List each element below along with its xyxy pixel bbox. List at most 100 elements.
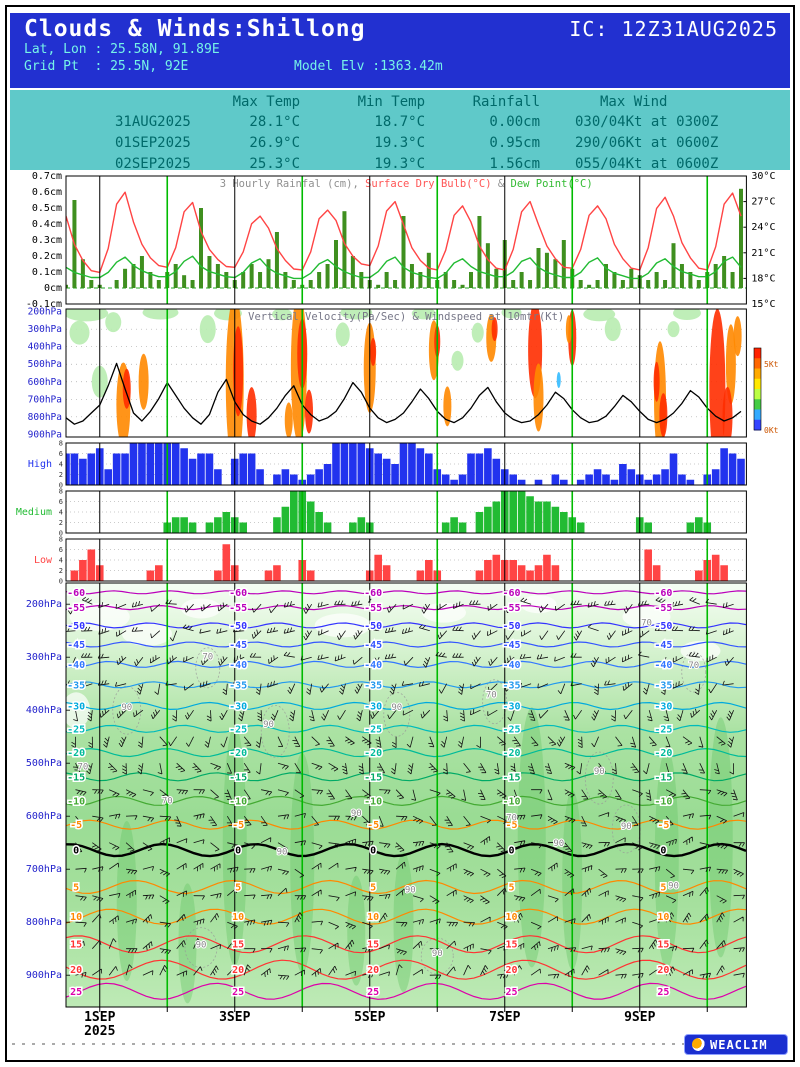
col-max-wind: Max Wind bbox=[600, 94, 668, 110]
svg-text:5: 5 bbox=[660, 883, 666, 894]
svg-text:18°C: 18°C bbox=[751, 273, 775, 284]
svg-text:70: 70 bbox=[688, 661, 699, 671]
svg-text:5: 5 bbox=[235, 883, 241, 894]
svg-text:300hPa: 300hPa bbox=[28, 324, 62, 335]
svg-text:-50: -50 bbox=[654, 621, 672, 632]
svg-text:15: 15 bbox=[657, 940, 669, 951]
svg-text:-25: -25 bbox=[67, 724, 85, 735]
svg-text:2025: 2025 bbox=[84, 1024, 115, 1039]
cell-max: 25.3°C bbox=[249, 156, 300, 172]
svg-text:-10: -10 bbox=[654, 796, 672, 807]
svg-text:10: 10 bbox=[70, 912, 82, 923]
svg-text:20: 20 bbox=[232, 965, 244, 976]
svg-text:90: 90 bbox=[121, 703, 132, 713]
svg-text:2: 2 bbox=[59, 471, 63, 479]
svg-text:90: 90 bbox=[621, 822, 632, 832]
svg-text:90: 90 bbox=[432, 949, 443, 959]
svg-text:-15: -15 bbox=[229, 772, 247, 783]
svg-text:-40: -40 bbox=[364, 660, 382, 671]
svg-text:-40: -40 bbox=[502, 660, 520, 671]
svg-text:15: 15 bbox=[505, 940, 517, 951]
svg-text:3SEP: 3SEP bbox=[219, 1010, 250, 1025]
initial-condition-label: IC: 12Z31AUG2025 bbox=[569, 17, 778, 41]
svg-text:-15: -15 bbox=[67, 772, 85, 783]
cell-min: 19.3°C bbox=[374, 156, 425, 172]
svg-text:200hPa: 200hPa bbox=[28, 307, 62, 318]
cell-max: 28.1°C bbox=[249, 114, 300, 130]
svg-text:90: 90 bbox=[668, 881, 679, 891]
cell-date: 01SEP2025 bbox=[115, 135, 191, 151]
svg-text:-50: -50 bbox=[502, 621, 520, 632]
svg-text:90: 90 bbox=[277, 847, 288, 857]
svg-text:-25: -25 bbox=[502, 724, 520, 735]
svg-text:10: 10 bbox=[367, 912, 379, 923]
forecast-summary-table: Max Temp Min Temp Rainfall Max Wind 31AU… bbox=[10, 90, 790, 172]
svg-text:27°C: 27°C bbox=[751, 197, 775, 208]
cell-rain: 0.00cm bbox=[489, 114, 540, 130]
weaclim-globe-icon bbox=[692, 1038, 705, 1051]
svg-text:90: 90 bbox=[263, 720, 274, 730]
svg-text:-45: -45 bbox=[229, 640, 247, 651]
gridpoint-label: Grid Pt : 25.5N, 92E bbox=[24, 58, 189, 74]
svg-text:-55: -55 bbox=[364, 603, 382, 614]
svg-text:-55: -55 bbox=[67, 603, 85, 614]
svg-text:6: 6 bbox=[59, 546, 63, 554]
weaclim-logo-text: WEACLIM bbox=[710, 1037, 768, 1052]
table-row: 31AUG2025 28.1°C 18.7°C 0.00cm 030/04Kt … bbox=[10, 112, 790, 133]
table-row: 02SEP2025 25.3°C 19.3°C 1.56cm 055/04Kt … bbox=[10, 154, 790, 175]
svg-text:-35: -35 bbox=[67, 680, 85, 691]
svg-text:0.6cm: 0.6cm bbox=[32, 187, 62, 198]
svg-text:-0.1cm: -0.1cm bbox=[26, 299, 62, 310]
svg-text:20: 20 bbox=[657, 965, 669, 976]
table-row: 01SEP2025 26.9°C 19.3°C 0.95cm 290/06Kt … bbox=[10, 133, 790, 154]
svg-text:200hPa: 200hPa bbox=[26, 599, 62, 610]
svg-text:9SEP: 9SEP bbox=[624, 1010, 655, 1025]
svg-text:-35: -35 bbox=[229, 680, 247, 691]
svg-text:10: 10 bbox=[505, 912, 517, 923]
svg-text:0.5cm: 0.5cm bbox=[32, 203, 62, 214]
svg-text:-45: -45 bbox=[67, 640, 85, 651]
svg-text:High: High bbox=[28, 459, 52, 470]
svg-text:2: 2 bbox=[59, 567, 63, 575]
svg-text:-45: -45 bbox=[502, 640, 520, 651]
col-min-temp: Min Temp bbox=[357, 94, 425, 110]
svg-text:6: 6 bbox=[59, 498, 63, 506]
page-title: Clouds & Winds:Shillong bbox=[24, 16, 366, 42]
svg-text:-15: -15 bbox=[364, 772, 382, 783]
svg-text:0cm: 0cm bbox=[44, 283, 62, 294]
svg-text:-25: -25 bbox=[654, 724, 672, 735]
svg-text:-40: -40 bbox=[654, 660, 672, 671]
svg-text:-35: -35 bbox=[654, 680, 672, 691]
svg-text:4: 4 bbox=[59, 557, 63, 565]
cell-rain: 0.95cm bbox=[489, 135, 540, 151]
weaclim-logo: WEACLIM bbox=[684, 1034, 788, 1055]
svg-text:90: 90 bbox=[196, 941, 207, 951]
svg-text:25: 25 bbox=[367, 987, 379, 998]
svg-text:-30: -30 bbox=[67, 701, 85, 712]
svg-text:900hPa: 900hPa bbox=[26, 970, 62, 981]
svg-text:8: 8 bbox=[59, 488, 63, 496]
svg-text:0.4cm: 0.4cm bbox=[32, 219, 62, 230]
svg-text:-30: -30 bbox=[654, 701, 672, 712]
svg-text:25: 25 bbox=[70, 987, 82, 998]
svg-text:800hPa: 800hPa bbox=[26, 917, 62, 928]
svg-text:0: 0 bbox=[235, 846, 241, 857]
svg-text:-5: -5 bbox=[232, 820, 244, 831]
svg-text:20: 20 bbox=[70, 965, 82, 976]
svg-text:0Kt: 0Kt bbox=[764, 426, 779, 435]
cell-max: 26.9°C bbox=[249, 135, 300, 151]
meteogram-chart: 0.7cm 0.6cm 0.5cm 0.4cm 0.3cm 0.2cm 0.1cm 0cm -0… bbox=[12, 171, 788, 1045]
svg-text:90: 90 bbox=[553, 839, 564, 849]
svg-text:-15: -15 bbox=[502, 772, 520, 783]
svg-text:-55: -55 bbox=[654, 603, 672, 614]
col-max-temp: Max Temp bbox=[232, 94, 300, 110]
svg-text:-60: -60 bbox=[654, 588, 672, 599]
svg-text:-5: -5 bbox=[70, 820, 82, 831]
svg-text:-60: -60 bbox=[364, 588, 382, 599]
svg-text:500hPa: 500hPa bbox=[26, 758, 62, 769]
cell-date: 02SEP2025 bbox=[115, 156, 191, 172]
svg-text:-35: -35 bbox=[364, 680, 382, 691]
svg-text:0.1cm: 0.1cm bbox=[32, 267, 62, 278]
svg-text:15: 15 bbox=[367, 940, 379, 951]
cell-min: 19.3°C bbox=[374, 135, 425, 151]
